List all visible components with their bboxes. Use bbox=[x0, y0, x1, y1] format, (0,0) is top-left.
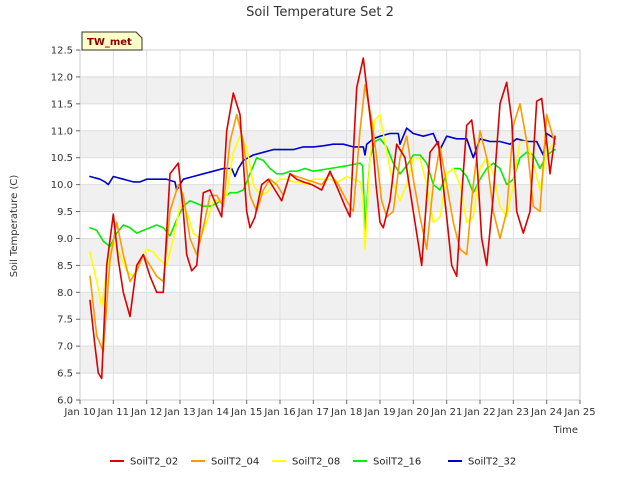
site-label-badge: TW_met bbox=[81, 31, 143, 51]
legend: SoilT2_02 SoilT2_04 SoilT2_08 SoilT2_16 Soil… bbox=[110, 457, 516, 468]
legend-label: SoilT2_32 bbox=[468, 457, 516, 468]
y-tick-label: 11.0 bbox=[51, 126, 73, 137]
x-tick-label: Jan 22 bbox=[463, 407, 495, 418]
y-tick-label: 10.0 bbox=[51, 180, 73, 191]
plot-frame bbox=[79, 49, 581, 401]
y-tick-label: 9.0 bbox=[57, 234, 73, 245]
plot-band bbox=[80, 373, 580, 400]
plot-band bbox=[80, 103, 580, 131]
x-tick-label: Jan 21 bbox=[430, 407, 462, 418]
plot-band bbox=[80, 292, 580, 320]
series-line-soilt2-02 bbox=[89, 57, 556, 380]
x-tick-label: Jan 10 bbox=[63, 407, 95, 418]
x-tick-label: Jan 16 bbox=[263, 407, 295, 418]
legend-item-soilt2-16: SoilT2_16 bbox=[353, 457, 421, 468]
plot-band bbox=[80, 50, 580, 77]
chart-title: Soil Temperature Set 2 bbox=[246, 5, 394, 20]
y-axis-ticks: 6.0 6.5 7.0 7.5 8.0 8.5 9.0 9.5 10.0 10.5 11.0 11.5… bbox=[51, 46, 80, 407]
x-tick-label: Jan 23 bbox=[497, 407, 529, 418]
y-tick-label: 6.0 bbox=[57, 396, 73, 407]
legend-item-soilt2-02: SoilT2_02 bbox=[110, 457, 178, 468]
x-tick-label: Jan 25 bbox=[563, 407, 595, 418]
legend-label: SoilT2_02 bbox=[130, 457, 178, 468]
y-tick-label: 10.5 bbox=[51, 153, 73, 164]
x-tick-label: Jan 19 bbox=[363, 407, 395, 418]
x-tick-label: Jan 12 bbox=[130, 407, 162, 418]
y-tick-label: 11.5 bbox=[51, 99, 73, 110]
x-tick-label: Jan 18 bbox=[330, 407, 362, 418]
x-tick-label: Jan 17 bbox=[297, 407, 329, 418]
x-tick-label: Jan 14 bbox=[197, 407, 229, 418]
plot-band bbox=[80, 76, 580, 104]
y-tick-label: 8.0 bbox=[57, 288, 73, 299]
series-lines bbox=[89, 57, 556, 380]
legend-label: SoilT2_16 bbox=[373, 457, 421, 468]
legend-item-soilt2-32: SoilT2_32 bbox=[448, 457, 516, 468]
plot-band bbox=[80, 346, 580, 374]
x-tick-label: Jan 15 bbox=[230, 407, 262, 418]
legend-item-soilt2-04: SoilT2_04 bbox=[191, 457, 259, 468]
y-tick-label: 9.5 bbox=[57, 207, 73, 218]
x-tick-label: Jan 13 bbox=[163, 407, 195, 418]
y-tick-label: 12.0 bbox=[51, 72, 73, 83]
legend-item-soilt2-08: SoilT2_08 bbox=[272, 457, 340, 468]
y-tick-label: 7.5 bbox=[57, 315, 73, 326]
y-tick-label: 6.5 bbox=[57, 369, 73, 380]
x-tick-label: Jan 11 bbox=[97, 407, 129, 418]
y-tick-label: 7.0 bbox=[57, 342, 73, 353]
x-tick-label: Jan 20 bbox=[397, 407, 429, 418]
plot-band bbox=[80, 184, 580, 212]
plot-band bbox=[80, 238, 580, 266]
y-tick-label: 8.5 bbox=[57, 261, 73, 272]
x-tick-label: Jan 24 bbox=[530, 407, 562, 418]
legend-label: SoilT2_04 bbox=[211, 457, 259, 468]
x-axis-label: Time bbox=[553, 425, 578, 436]
site-label-box bbox=[81, 31, 143, 51]
plot-band bbox=[80, 319, 580, 347]
site-label-text: TW_met bbox=[87, 37, 132, 48]
series-line-soilt2-32 bbox=[89, 127, 556, 191]
y-axis-label: Soil Temperature (C) bbox=[9, 175, 20, 278]
y-tick-label: 12.5 bbox=[51, 46, 73, 57]
legend-label: SoilT2_08 bbox=[292, 457, 340, 468]
x-axis-ticks: Jan 10 Jan 11 Jan 12 Jan 13 Jan 14 Jan 15 Jan … bbox=[63, 400, 596, 418]
